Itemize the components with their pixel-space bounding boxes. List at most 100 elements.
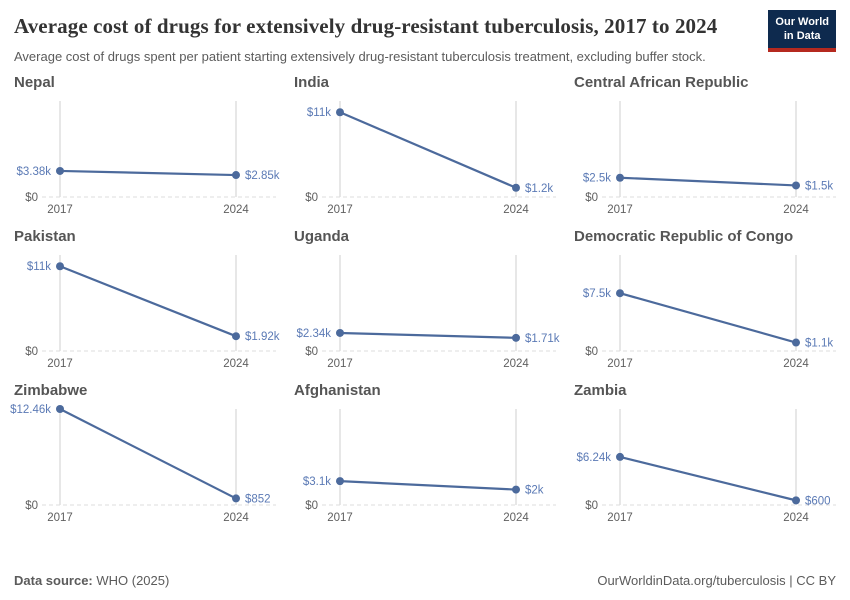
owid-logo: Our World in Data: [768, 10, 836, 52]
series-line: [619, 456, 797, 502]
logo-text-line2: in Data: [783, 29, 821, 42]
series-line: [619, 292, 797, 344]
data-point-2017: [336, 477, 344, 486]
y-zero-label: $0: [585, 192, 598, 204]
series-line: [339, 111, 517, 190]
x-tick-2024: 2024: [223, 204, 249, 216]
data-point-2017: [56, 167, 64, 176]
data-point-2024: [512, 334, 520, 343]
facet-zimbabwe: Zimbabwe $0 $12.46k $852 2017 2024: [10, 382, 276, 527]
value-label-2017: $7.5k: [583, 289, 611, 301]
x-tick-2024: 2024: [503, 358, 529, 370]
value-label-2024: $1.5k: [805, 181, 833, 193]
facet-chart-afghanistan: $0 $3.1k $2k 2017 2024: [303, 409, 556, 524]
facet-chart-zimbabwe: $0 $12.46k $852 2017 2024: [10, 404, 276, 524]
facet-central-african-republic: Central African Republic $0 $2.5k $1.5k 2017…: [574, 74, 836, 219]
x-tick-2017: 2017: [607, 204, 633, 216]
facet-title-central-african-republic: Central African Republic: [574, 74, 749, 92]
x-tick-2017: 2017: [47, 204, 73, 216]
data-point-2017: [616, 174, 624, 183]
facet-chart-india: $0 $11k $1.2k 2017 2024: [305, 101, 556, 216]
x-tick-2017: 2017: [327, 512, 353, 524]
facet-chart-democratic-republic-of-congo: $0 $7.5k $1.1k 2017 2024: [583, 255, 836, 370]
series-line: [59, 408, 237, 500]
x-tick-2024: 2024: [783, 204, 809, 216]
value-label-2017: $11k: [307, 108, 331, 120]
value-label-2024: $1.2k: [525, 183, 553, 195]
data-source-note: Data source: WHO (2025): [14, 573, 169, 588]
value-label-2024: $1.92k: [245, 332, 280, 344]
series-line: [619, 176, 797, 187]
x-tick-2024: 2024: [503, 204, 529, 216]
page-title: Average cost of drugs for extensively dr…: [14, 14, 718, 38]
y-zero-label: $0: [585, 346, 598, 358]
data-point-2024: [792, 181, 800, 190]
facet-title-pakistan: Pakistan: [14, 228, 76, 246]
facet-zambia: Zambia $0 $6.24k $600 2017 2024: [574, 382, 836, 527]
series-line: [59, 265, 237, 338]
facet-title-zimbabwe: Zimbabwe: [14, 382, 88, 400]
data-point-2024: [232, 332, 240, 341]
facet-title-democratic-republic-of-congo: Democratic Republic of Congo: [574, 228, 794, 246]
data-source-value: WHO (2025): [92, 573, 170, 588]
value-label-2024: $2.85k: [245, 170, 280, 182]
y-zero-label: $0: [585, 500, 598, 512]
facets-grid: Nepal $0 $3.38k $2.85k 2017 2024 India $0 $11k $1…: [0, 64, 850, 527]
chart-footer: Data source: WHO (2025) OurWorldinData.o…: [14, 573, 836, 588]
footer-attribution: OurWorldinData.org/tuberculosis | CC BY: [597, 573, 836, 588]
y-zero-label: $0: [25, 346, 38, 358]
x-tick-2017: 2017: [607, 512, 633, 524]
y-zero-label: $0: [305, 346, 318, 358]
facet-title-zambia: Zambia: [574, 382, 627, 400]
facet-afghanistan: Afghanistan $0 $3.1k $2k 2017 2024: [294, 382, 556, 527]
facet-nepal: Nepal $0 $3.38k $2.85k 2017 2024: [14, 74, 280, 219]
x-tick-2024: 2024: [783, 512, 809, 524]
x-tick-2017: 2017: [47, 512, 73, 524]
value-label-2017: $11k: [27, 262, 51, 274]
logo-text-line1: Our World: [775, 16, 829, 28]
value-label-2017: $2.34k: [296, 328, 331, 340]
facet-title-india: India: [294, 74, 330, 92]
facet-chart-uganda: $0 $2.34k $1.71k 2017 2024: [296, 255, 560, 370]
x-tick-2017: 2017: [327, 358, 353, 370]
value-label-2024: $2k: [525, 485, 544, 497]
facet-pakistan: Pakistan $0 $11k $1.92k 2017 2024: [14, 228, 280, 373]
facet-chart-nepal: $0 $3.38k $2.85k 2017 2024: [16, 101, 280, 216]
data-point-2024: [232, 171, 240, 180]
facet-democratic-republic-of-congo: Democratic Republic of Congo $0 $7.5k $1.1k…: [574, 228, 836, 373]
y-zero-label: $0: [25, 500, 38, 512]
data-source-label: Data source:: [14, 573, 93, 588]
x-tick-2024: 2024: [223, 358, 249, 370]
chart-subtitle: Average cost of drugs spent per patient …: [14, 49, 706, 65]
facet-india: India $0 $11k $1.2k 2017 2024: [294, 74, 556, 219]
data-point-2017: [616, 453, 624, 462]
value-label-2017: $6.24k: [576, 452, 611, 464]
facet-title-uganda: Uganda: [294, 228, 350, 246]
data-point-2017: [336, 329, 344, 338]
value-label-2017: $3.1k: [303, 476, 331, 488]
chart-header: Average cost of drugs for extensively dr…: [0, 0, 850, 64]
data-point-2024: [232, 494, 240, 503]
data-point-2024: [512, 485, 520, 494]
data-point-2024: [792, 338, 800, 347]
value-label-2024: $852: [245, 494, 271, 506]
data-point-2017: [336, 108, 344, 117]
value-label-2017: $2.5k: [583, 173, 611, 185]
value-label-2024: $600: [805, 496, 831, 508]
value-label-2017: $3.38k: [16, 166, 51, 178]
data-point-2017: [56, 405, 64, 414]
x-tick-2024: 2024: [223, 512, 249, 524]
data-point-2024: [792, 496, 800, 505]
x-tick-2024: 2024: [783, 358, 809, 370]
x-tick-2024: 2024: [503, 512, 529, 524]
value-label-2024: $1.1k: [805, 338, 833, 350]
value-label-2017: $12.46k: [10, 404, 51, 416]
y-zero-label: $0: [305, 500, 318, 512]
y-zero-label: $0: [305, 192, 318, 204]
facet-title-nepal: Nepal: [14, 74, 55, 92]
x-tick-2017: 2017: [327, 204, 353, 216]
x-tick-2017: 2017: [607, 358, 633, 370]
value-label-2024: $1.71k: [525, 333, 560, 345]
x-tick-2017: 2017: [47, 358, 73, 370]
